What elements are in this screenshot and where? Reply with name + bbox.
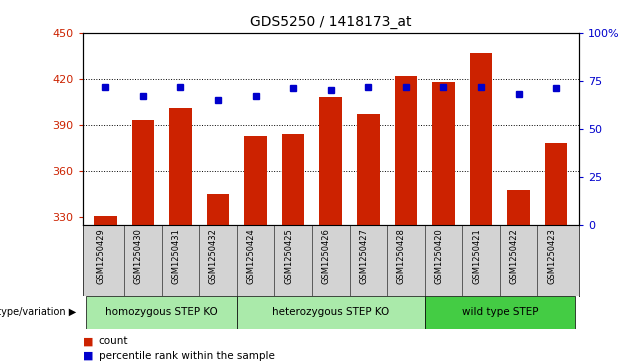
Text: count: count: [99, 336, 128, 346]
Bar: [319, 97, 342, 225]
Bar: [357, 114, 380, 225]
Bar: [132, 121, 154, 225]
Text: GSM1250430: GSM1250430: [134, 229, 143, 285]
Text: homozygous STEP KO: homozygous STEP KO: [105, 307, 218, 317]
Text: GSM1250425: GSM1250425: [284, 229, 293, 284]
Bar: [545, 143, 567, 225]
Text: GSM1250421: GSM1250421: [472, 229, 481, 284]
Bar: [207, 194, 229, 225]
Text: wild type STEP: wild type STEP: [462, 307, 538, 317]
Text: GSM1250424: GSM1250424: [247, 229, 256, 284]
Text: heterozygous STEP KO: heterozygous STEP KO: [272, 307, 389, 317]
Text: GSM1250420: GSM1250420: [434, 229, 443, 284]
Bar: [394, 76, 417, 225]
Bar: [94, 216, 116, 225]
Text: ■: ■: [83, 336, 93, 346]
Bar: [237, 296, 425, 329]
Bar: [508, 189, 530, 225]
Bar: [282, 134, 305, 225]
Text: GSM1250432: GSM1250432: [209, 229, 218, 285]
Text: GSM1250431: GSM1250431: [171, 229, 181, 285]
Text: ■: ■: [83, 351, 93, 361]
Text: GSM1250426: GSM1250426: [322, 229, 331, 285]
Bar: [425, 296, 575, 329]
Text: genotype/variation ▶: genotype/variation ▶: [0, 307, 76, 317]
Bar: [244, 136, 267, 225]
Text: GSM1250428: GSM1250428: [397, 229, 406, 285]
Text: GSM1250422: GSM1250422: [509, 229, 518, 284]
Bar: [169, 108, 191, 225]
Text: percentile rank within the sample: percentile rank within the sample: [99, 351, 275, 361]
Bar: [470, 53, 492, 225]
Bar: [432, 82, 455, 225]
Title: GDS5250 / 1418173_at: GDS5250 / 1418173_at: [250, 15, 411, 29]
Text: GSM1250423: GSM1250423: [547, 229, 556, 285]
Text: GSM1250427: GSM1250427: [359, 229, 368, 285]
Text: GSM1250429: GSM1250429: [96, 229, 105, 284]
Bar: [86, 296, 237, 329]
